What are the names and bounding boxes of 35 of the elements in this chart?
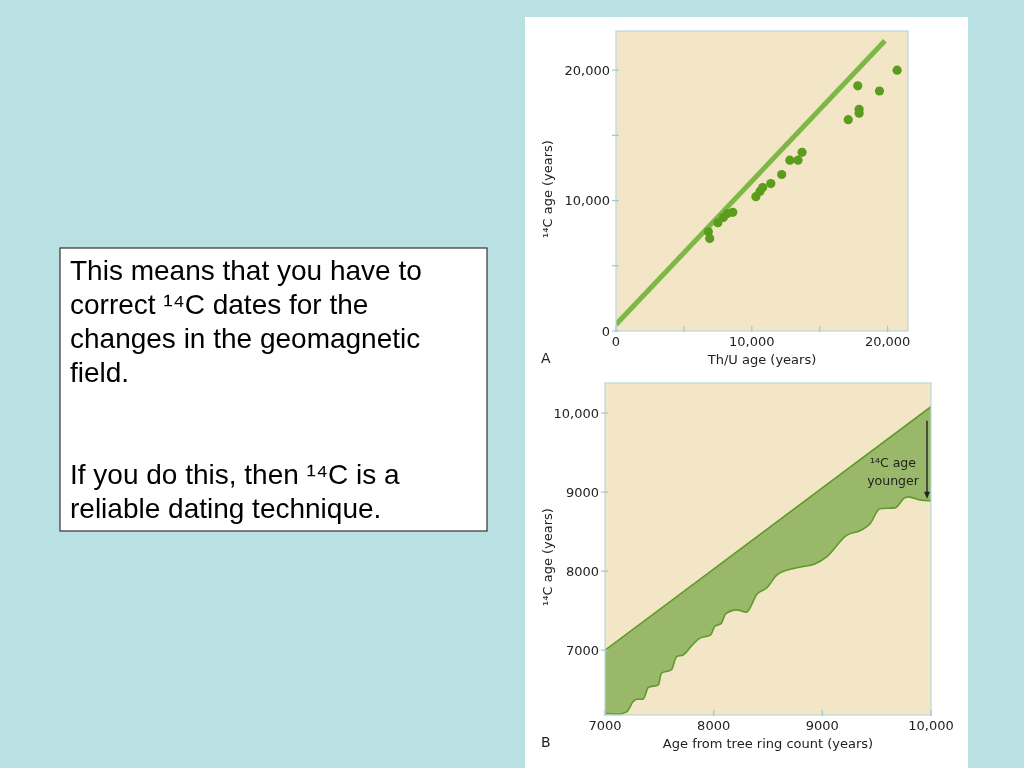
point <box>793 155 803 165</box>
annotation: ¹⁴C age younger <box>867 454 920 488</box>
point <box>777 169 787 180</box>
point <box>728 207 738 217</box>
x-tick-label: 10,000 <box>908 718 954 733</box>
y-axis-title: ¹⁴C age (years) <box>540 140 555 238</box>
y-tick-label: 7000 <box>565 642 599 658</box>
y-tick-label: 10,000 <box>553 405 599 421</box>
y-tick-label: 0 <box>601 323 610 339</box>
x-axis-title: Age from tree ring count (years) <box>662 736 874 751</box>
point <box>705 233 715 243</box>
point <box>797 147 807 157</box>
x-tick-label: 20,000 <box>864 334 911 349</box>
x-tick-label: 10,000 <box>729 334 775 349</box>
point <box>766 179 776 189</box>
y-axis-title: ¹⁴C age (years) <box>540 508 555 606</box>
point <box>758 182 768 193</box>
y-tick-label: 10,000 <box>564 193 610 209</box>
x-tick-label: 8000 <box>697 718 731 733</box>
y-tick-label: 9000 <box>565 484 599 500</box>
point <box>853 81 863 91</box>
text: A <box>541 350 551 366</box>
x-tick-label: 0 <box>611 334 621 349</box>
point <box>785 155 795 165</box>
x-tick-label: 9000 <box>805 718 839 733</box>
text: This means that you have to correct ¹⁴C dates for the changes in the geomagnetic field. <box>70 255 422 388</box>
y-tick-label: 8000 <box>565 563 599 579</box>
point <box>843 115 853 125</box>
point <box>874 86 885 96</box>
x-axis-title: Th/U age (years) <box>706 352 817 367</box>
y-tick-label: 20,000 <box>564 62 610 78</box>
point <box>892 65 902 75</box>
x-tick-label: 7000 <box>588 718 622 733</box>
text: B <box>541 734 551 750</box>
text: If you do this, then ¹⁴C is a reliable dating technique. <box>70 459 400 524</box>
